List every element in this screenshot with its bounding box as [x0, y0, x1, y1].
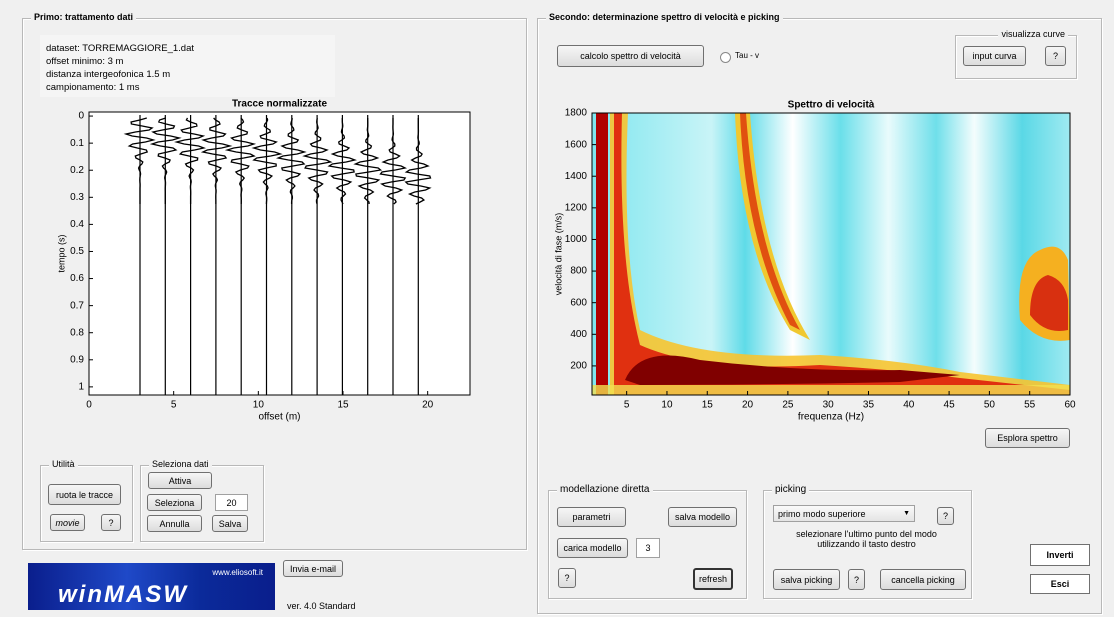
button[interactable]: Attiva	[148, 472, 212, 489]
info-line: distanza intergeofonica 1.5 m	[46, 69, 170, 80]
x-axis-label: frequenza (Hz)	[798, 412, 864, 423]
x-tick-label: 15	[702, 400, 714, 411]
info-box: dataset: TORREMAGGIORE_1.dat offset mini…	[40, 35, 335, 97]
help-button[interactable]: ?	[558, 568, 576, 588]
x-tick-label: 20	[422, 400, 434, 411]
button[interactable]: Inverti	[1030, 544, 1090, 566]
x-tick-label: 25	[782, 400, 794, 411]
help-button[interactable]: ?	[937, 507, 954, 525]
y-tick-label: 0.9	[70, 354, 84, 365]
group-title: Utilità	[49, 459, 78, 469]
y-tick-label: 800	[570, 266, 587, 277]
x-tick-label: 5	[171, 400, 177, 411]
button[interactable]: calcolo spettro di velocità	[557, 45, 704, 67]
x-tick-label: 5	[624, 400, 630, 411]
y-tick-label: 0.1	[70, 138, 84, 149]
help-button[interactable]: ?	[1045, 46, 1066, 66]
button[interactable]: ruota le tracce	[48, 484, 121, 505]
x-tick-label: 0	[86, 400, 92, 411]
y-tick-label: 200	[570, 361, 587, 372]
x-tick-label: 10	[253, 400, 265, 411]
radio-label: Tau - v	[735, 51, 759, 60]
button[interactable]: Invia e-mail	[283, 560, 343, 577]
y-axis-label: velocità di fase (m/s)	[553, 213, 563, 296]
group-title: visualizza curve	[998, 29, 1068, 39]
y-tick-label: 0.7	[70, 300, 84, 311]
y-tick-label: 0.6	[70, 273, 84, 284]
chart-title: Spettro di velocità	[788, 100, 875, 111]
button[interactable]: salva picking	[773, 569, 840, 590]
button[interactable]: refresh	[693, 568, 733, 590]
radio-button[interactable]	[720, 52, 731, 63]
dropdown-value: primo modo superiore	[778, 509, 866, 519]
y-tick-label: 1	[78, 382, 84, 393]
info-line: campionamento: 1 ms	[46, 82, 139, 93]
button[interactable]: parametri	[557, 507, 626, 527]
x-tick-label: 35	[863, 400, 875, 411]
x-tick-label: 20	[742, 400, 754, 411]
x-tick-label: 10	[661, 400, 673, 411]
x-tick-label: 30	[823, 400, 835, 411]
hint: selezionare l'ultimo punto del modo	[763, 529, 970, 539]
x-tick-label: 55	[1024, 400, 1036, 411]
info-line: offset minimo: 3 m	[46, 56, 123, 67]
button[interactable]: Annulla	[147, 515, 202, 532]
help-button[interactable]: ?	[101, 514, 121, 531]
x-tick-label: 45	[944, 400, 956, 411]
dropdown[interactable]: primo modo superiore ▼	[773, 505, 915, 522]
y-tick-label: 0.3	[70, 192, 84, 203]
x-tick-label: 15	[337, 400, 349, 411]
button[interactable]: salva modello	[668, 507, 737, 527]
help-button[interactable]: ?	[848, 569, 865, 590]
y-tick-label: 0.8	[70, 327, 84, 338]
button[interactable]: Salva	[212, 515, 248, 532]
button[interactable]: Esplora spettro	[985, 428, 1070, 448]
y-tick-label: 0	[78, 111, 84, 122]
y-tick-label: 1200	[565, 202, 588, 213]
x-tick-label: 40	[903, 400, 915, 411]
y-tick-label: 600	[570, 297, 587, 308]
text-field[interactable]: 3	[636, 538, 660, 558]
y-tick-label: 0.5	[70, 246, 84, 257]
y-tick-label: 400	[570, 329, 587, 340]
y-axis-label: tempo (s)	[56, 234, 66, 272]
y-tick-label: 0.2	[70, 165, 84, 176]
app-window: Primo: trattamento dati Secondo: determi…	[0, 0, 1114, 617]
logo-text: winMASW	[58, 581, 188, 609]
y-tick-label: 1400	[565, 171, 588, 182]
group-title: picking	[772, 484, 809, 495]
group-title: modellazione diretta	[557, 484, 653, 495]
button[interactable]: Seleziona	[147, 494, 202, 511]
text-field[interactable]: 20	[215, 494, 248, 511]
group-title: Seleziona dati	[149, 459, 212, 469]
y-tick-label: 1000	[565, 234, 588, 245]
button[interactable]: input curva	[963, 46, 1026, 66]
y-tick-label: 1800	[565, 108, 588, 119]
chart-title: Tracce normalizzate	[232, 99, 327, 110]
button[interactable]: cancella picking	[880, 569, 966, 590]
y-tick-label: 0.4	[70, 219, 84, 230]
button[interactable]: movie	[50, 514, 85, 531]
info-line: dataset: TORREMAGGIORE_1.dat	[46, 43, 194, 54]
x-tick-label: 60	[1064, 400, 1076, 411]
x-tick-label: 50	[984, 400, 996, 411]
logo-url: www.eliosoft.it	[212, 568, 263, 577]
dropdown-arrow: ▼	[903, 510, 910, 517]
logo: www.eliosoft.it winMASW	[28, 563, 275, 610]
x-axis-label: offset (m)	[258, 412, 300, 423]
hint: utilizzando il tasto destro	[763, 539, 970, 549]
button[interactable]: Esci	[1030, 574, 1090, 594]
version: ver. 4.0 Standard	[287, 601, 356, 611]
button[interactable]: carica modello	[557, 538, 628, 558]
y-tick-label: 1600	[565, 139, 588, 150]
